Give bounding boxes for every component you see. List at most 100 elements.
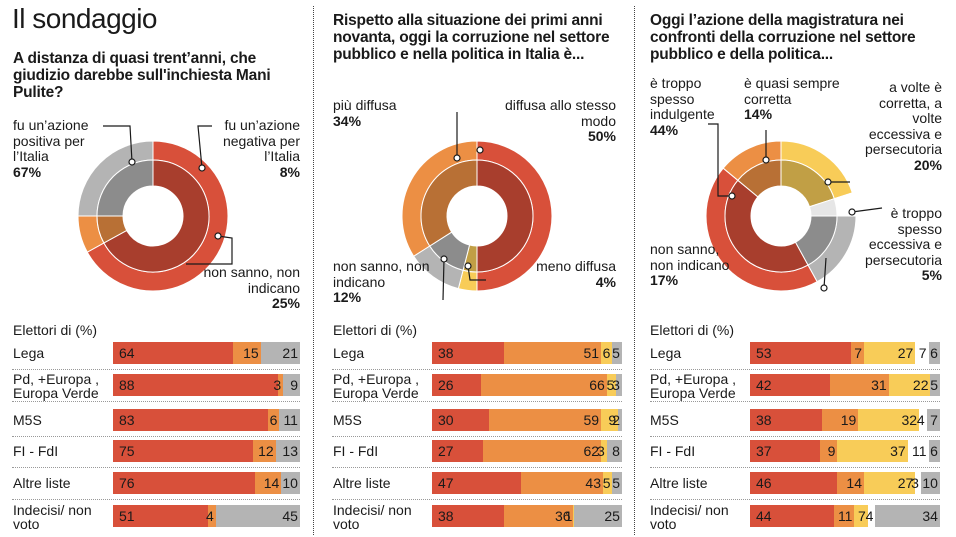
rows-heading: Elettori di (%) [333, 322, 418, 338]
bar-value: 4 [865, 508, 874, 524]
donut-slice-inner [96, 159, 154, 217]
bar-segment: 5 [606, 374, 617, 396]
bar-segment: 83 [113, 409, 269, 431]
stacked-bar: 76 14 10 [113, 472, 300, 494]
bar-value: 6 [602, 345, 611, 361]
bar-value: 5 [612, 345, 620, 361]
bar-segment: 53 [750, 342, 851, 364]
bar-segment: 59 [489, 409, 602, 431]
bar-segment: 11 [833, 505, 855, 527]
bar-value: 3 [911, 475, 919, 491]
donut-chart [705, 123, 883, 292]
bar-segment: 8 [606, 440, 622, 462]
slice-label-indulgent: è troppo spesso indulgente 44% [650, 75, 715, 138]
row-label: Lega [333, 345, 365, 361]
bar-segment: 26 [432, 374, 482, 396]
row-label: Indecisi/ non voto [650, 502, 729, 532]
bar-value: 5 [606, 377, 615, 393]
slice-label-negative: fu un’azione negativa per l’Italia 8% [222, 117, 300, 180]
bar-value: 36 [555, 508, 571, 524]
bar-segment: 7 [915, 342, 929, 364]
bar-segment: 30 [432, 409, 489, 431]
bar-value: 7 [854, 345, 862, 361]
leader-line [708, 123, 732, 197]
bar-value: 38 [438, 345, 454, 361]
stacked-bar: 64 15 21 [113, 342, 300, 364]
bar-segment: 3 [911, 472, 921, 494]
donut-chart [401, 112, 553, 301]
bar-value: 4 [206, 508, 214, 524]
bar-value: 51 [583, 345, 600, 361]
row-separator [12, 436, 300, 437]
bar-value: 32 [901, 412, 918, 428]
bar-value: 6 [269, 412, 278, 428]
bar-value: 7 [857, 508, 866, 524]
leader-dot [128, 158, 136, 166]
stacked-bar: 38 36 1 25 [432, 505, 622, 527]
bar-segment: 27 [863, 472, 916, 494]
stacked-bar: 46 14 27 3 10 [750, 472, 940, 494]
bar-segment: 25 [574, 505, 622, 527]
bar-segment: 19 [822, 409, 859, 431]
bar-segment: 38 [750, 409, 823, 431]
bar-value: 15 [243, 345, 259, 361]
bar-segment: 1 [565, 505, 575, 527]
bar-value: 47 [438, 475, 454, 491]
donut-chart [77, 125, 233, 292]
bar-value: 43 [585, 475, 601, 491]
bar-segment: 6 [928, 440, 940, 462]
bar-segment: 7 [854, 505, 868, 527]
bar-segment: 38 [432, 342, 505, 364]
leader-dot [824, 178, 832, 186]
bar-segment: 3 [612, 374, 622, 396]
row-separator [650, 499, 940, 500]
slice-label-more: più diffusa 34% [333, 97, 397, 129]
row-label: Indecisi/ non voto [333, 502, 412, 532]
bar-segment: 13 [275, 440, 300, 462]
stacked-bar: 51 4 45 [113, 505, 300, 527]
bar-segment: 4 [917, 409, 927, 431]
bar-segment: 12 [253, 440, 276, 462]
bar-segment: 21 [260, 342, 300, 364]
stacked-bar: 37 9 37 11 6 [750, 440, 940, 462]
bar-value: 83 [119, 412, 135, 428]
bar-segment: 27 [432, 440, 484, 462]
bar-segment: 51 [504, 342, 602, 364]
bar-value: 12 [258, 443, 274, 459]
bar-value: 13 [282, 443, 298, 459]
bar-value: 8 [612, 443, 620, 459]
bar-value: 42 [756, 377, 772, 393]
bar-segment: 42 [750, 374, 830, 396]
bar-value: 22 [912, 377, 929, 393]
bar-segment: 14 [255, 472, 282, 494]
bar-value: 5 [602, 475, 611, 491]
bar-segment: 5 [612, 472, 622, 494]
row-separator [12, 401, 300, 402]
bar-segment: 75 [113, 440, 254, 462]
bar-value: 75 [119, 443, 135, 459]
row-label: FI - FdI [333, 443, 379, 459]
leader-line [103, 125, 133, 163]
bar-segment: 37 [750, 440, 821, 462]
row-separator [332, 436, 622, 437]
bar-value: 11 [912, 443, 927, 459]
row-separator [12, 369, 300, 370]
bar-segment: 88 [113, 374, 278, 396]
bar-segment: 15 [232, 342, 261, 364]
rows-heading: Elettori di (%) [650, 322, 735, 338]
leader-line [197, 125, 212, 169]
bar-segment: 14 [837, 472, 864, 494]
leader-dot [440, 255, 448, 263]
bar-value: 1 [564, 508, 573, 524]
bar-segment: 45 [215, 505, 300, 527]
bar-value: 46 [756, 475, 772, 491]
slice-label-less: meno diffusa 4% [536, 258, 616, 290]
bar-value: 34 [922, 508, 938, 524]
row-separator [332, 499, 622, 500]
bar-segment: 7 [926, 409, 940, 431]
stacked-bar: 75 12 13 [113, 440, 300, 462]
slice-label-positive: fu un’azione positiva per l’Italia 67% [13, 117, 89, 180]
row-label: Indecisi/ non voto [13, 502, 92, 532]
donut-slice-inner [737, 159, 782, 198]
bar-value: 6 [930, 443, 938, 459]
